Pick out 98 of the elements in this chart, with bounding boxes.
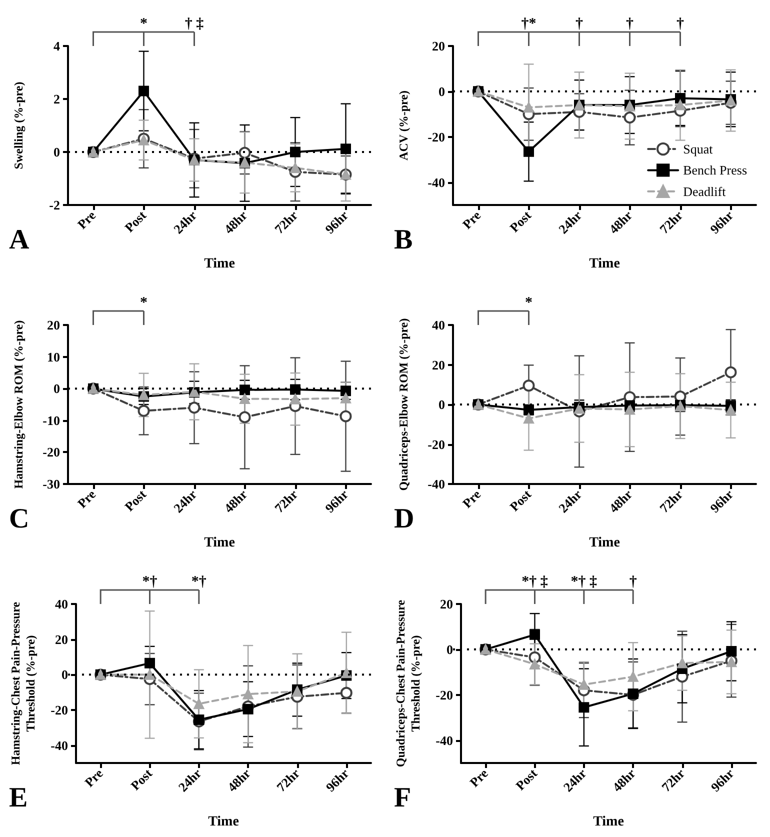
text: A bbox=[9, 224, 30, 256]
text: * bbox=[525, 295, 532, 311]
text: †* bbox=[521, 16, 536, 32]
y-tick-label: 20 bbox=[55, 632, 68, 647]
y-tick-label: -2 bbox=[49, 198, 60, 212]
x-tick-label: 48hr bbox=[224, 766, 254, 795]
y-tick-label: -20 bbox=[436, 687, 453, 702]
x-tick-label: 72hr bbox=[274, 766, 303, 795]
text: † bbox=[629, 574, 638, 590]
y-tick-label: 2 bbox=[54, 92, 60, 106]
y-tick-label: 20 bbox=[440, 596, 453, 612]
x-tick-label: Post bbox=[506, 486, 535, 514]
x-tick-label: Pre bbox=[459, 486, 484, 511]
y-tick-label: -40 bbox=[428, 174, 445, 190]
y-tick-label: -20 bbox=[428, 436, 445, 452]
y-tick-label: 40 bbox=[55, 596, 68, 612]
x-axis-title: Time bbox=[204, 536, 235, 550]
x-tick-label: Pre bbox=[82, 766, 106, 790]
y-axis-title: Hamstring-Chest Pain-Pressure Threshold (%-pre) bbox=[8, 601, 38, 766]
x-tick-label: 72hr bbox=[272, 208, 301, 237]
text: † bbox=[626, 16, 634, 32]
text: † ‡ bbox=[184, 16, 204, 32]
text: * bbox=[140, 295, 148, 311]
y-tick-label: 40 bbox=[432, 318, 445, 332]
x-tick-label: 24hr bbox=[556, 486, 585, 516]
x-tick-label: 96hr bbox=[322, 766, 352, 795]
text: *† ‡ bbox=[522, 574, 548, 590]
legend-label: Bench Press bbox=[683, 162, 748, 178]
y-tick-label: -30 bbox=[42, 476, 60, 492]
text: F bbox=[394, 782, 412, 814]
text: † bbox=[576, 16, 584, 32]
text: E bbox=[9, 782, 28, 814]
x-axis-title: Time bbox=[204, 256, 235, 272]
text: B bbox=[394, 224, 413, 256]
x-tick-label: Pre bbox=[74, 486, 99, 511]
y-tick-label: 0 bbox=[438, 84, 445, 99]
y-tick-label: -20 bbox=[428, 129, 445, 144]
y-tick-label: -40 bbox=[428, 476, 445, 492]
text: *† bbox=[142, 574, 158, 590]
x-tick-label: Post bbox=[122, 207, 150, 236]
x-tick-label: 48hr bbox=[606, 208, 636, 237]
x-tick-label: 96hr bbox=[322, 486, 352, 516]
x-axis-title: Time bbox=[589, 536, 620, 550]
legend-label: Squat bbox=[683, 142, 714, 156]
x-tick-label: 96hr bbox=[708, 766, 737, 795]
x-tick-label: Post bbox=[128, 765, 156, 794]
y-tick-label: 0 bbox=[446, 642, 453, 657]
x-tick-label: 48hr bbox=[221, 208, 250, 237]
x-tick-label: 96hr bbox=[707, 486, 736, 516]
x-axis-title: Time bbox=[589, 256, 620, 272]
y-tick-label: 20 bbox=[432, 38, 445, 54]
x-tick-label: 48hr bbox=[221, 486, 250, 516]
y-tick-label: 0 bbox=[54, 381, 60, 396]
y-axis-title: Quadriceps-Chest Pain-Pressure Threshold (%-pre) bbox=[394, 599, 422, 768]
y-tick-label: 4 bbox=[54, 38, 60, 54]
y-tick-label: 20 bbox=[432, 357, 445, 372]
y-tick-label: 0 bbox=[62, 667, 68, 682]
y-tick-label: 10 bbox=[47, 349, 60, 364]
x-axis-title: Time bbox=[208, 814, 239, 830]
y-tick-label: -10 bbox=[42, 412, 60, 428]
y-axis-title: Hamstring-Elbow ROM (%-pre) bbox=[12, 320, 26, 489]
text: D bbox=[394, 504, 414, 534]
x-tick-label: 72hr bbox=[656, 208, 686, 237]
x-tick-label: 24hr bbox=[560, 766, 590, 795]
x-axis-title: Time bbox=[593, 814, 624, 830]
x-tick-label: 72hr bbox=[656, 486, 686, 516]
x-tick-label: 24hr bbox=[170, 208, 200, 237]
legend-label: Deadlift bbox=[683, 184, 726, 199]
x-tick-label: 24hr bbox=[175, 766, 204, 795]
text: *† ‡ bbox=[570, 574, 598, 590]
x-tick-label: Pre bbox=[459, 208, 484, 232]
y-axis-title: Swelling (%-pre) bbox=[12, 82, 26, 170]
x-tick-label: Pre bbox=[466, 766, 492, 790]
y-tick-label: 0 bbox=[438, 397, 445, 412]
text: * bbox=[140, 16, 148, 32]
x-tick-label: 72hr bbox=[658, 766, 688, 795]
text: C bbox=[9, 504, 30, 534]
x-tick-label: 24hr bbox=[170, 486, 200, 516]
y-tick-label: 0 bbox=[54, 144, 60, 160]
x-tick-label: 24hr bbox=[556, 208, 585, 237]
x-tick-label: Post bbox=[122, 486, 150, 514]
x-tick-label: 72hr bbox=[272, 486, 301, 516]
x-tick-label: Post bbox=[506, 207, 535, 236]
x-tick-label: 48hr bbox=[609, 766, 639, 795]
text: *† bbox=[191, 574, 207, 590]
x-tick-label: Post bbox=[512, 765, 541, 794]
y-tick-label: -20 bbox=[50, 702, 68, 718]
x-tick-label: 48hr bbox=[606, 486, 636, 516]
x-tick-label: Pre bbox=[74, 208, 99, 232]
x-tick-label: 96hr bbox=[707, 208, 736, 237]
y-tick-label: -40 bbox=[50, 738, 68, 753]
y-tick-label: -20 bbox=[42, 444, 60, 460]
y-axis-title: ACV (%-pre) bbox=[396, 90, 410, 160]
y-axis-title: Quadriceps-Elbow ROM (%-pre) bbox=[396, 318, 410, 491]
y-tick-label: -40 bbox=[436, 732, 453, 748]
text: † bbox=[676, 16, 684, 32]
x-tick-label: 96hr bbox=[322, 208, 352, 237]
y-tick-label: 20 bbox=[47, 318, 60, 332]
